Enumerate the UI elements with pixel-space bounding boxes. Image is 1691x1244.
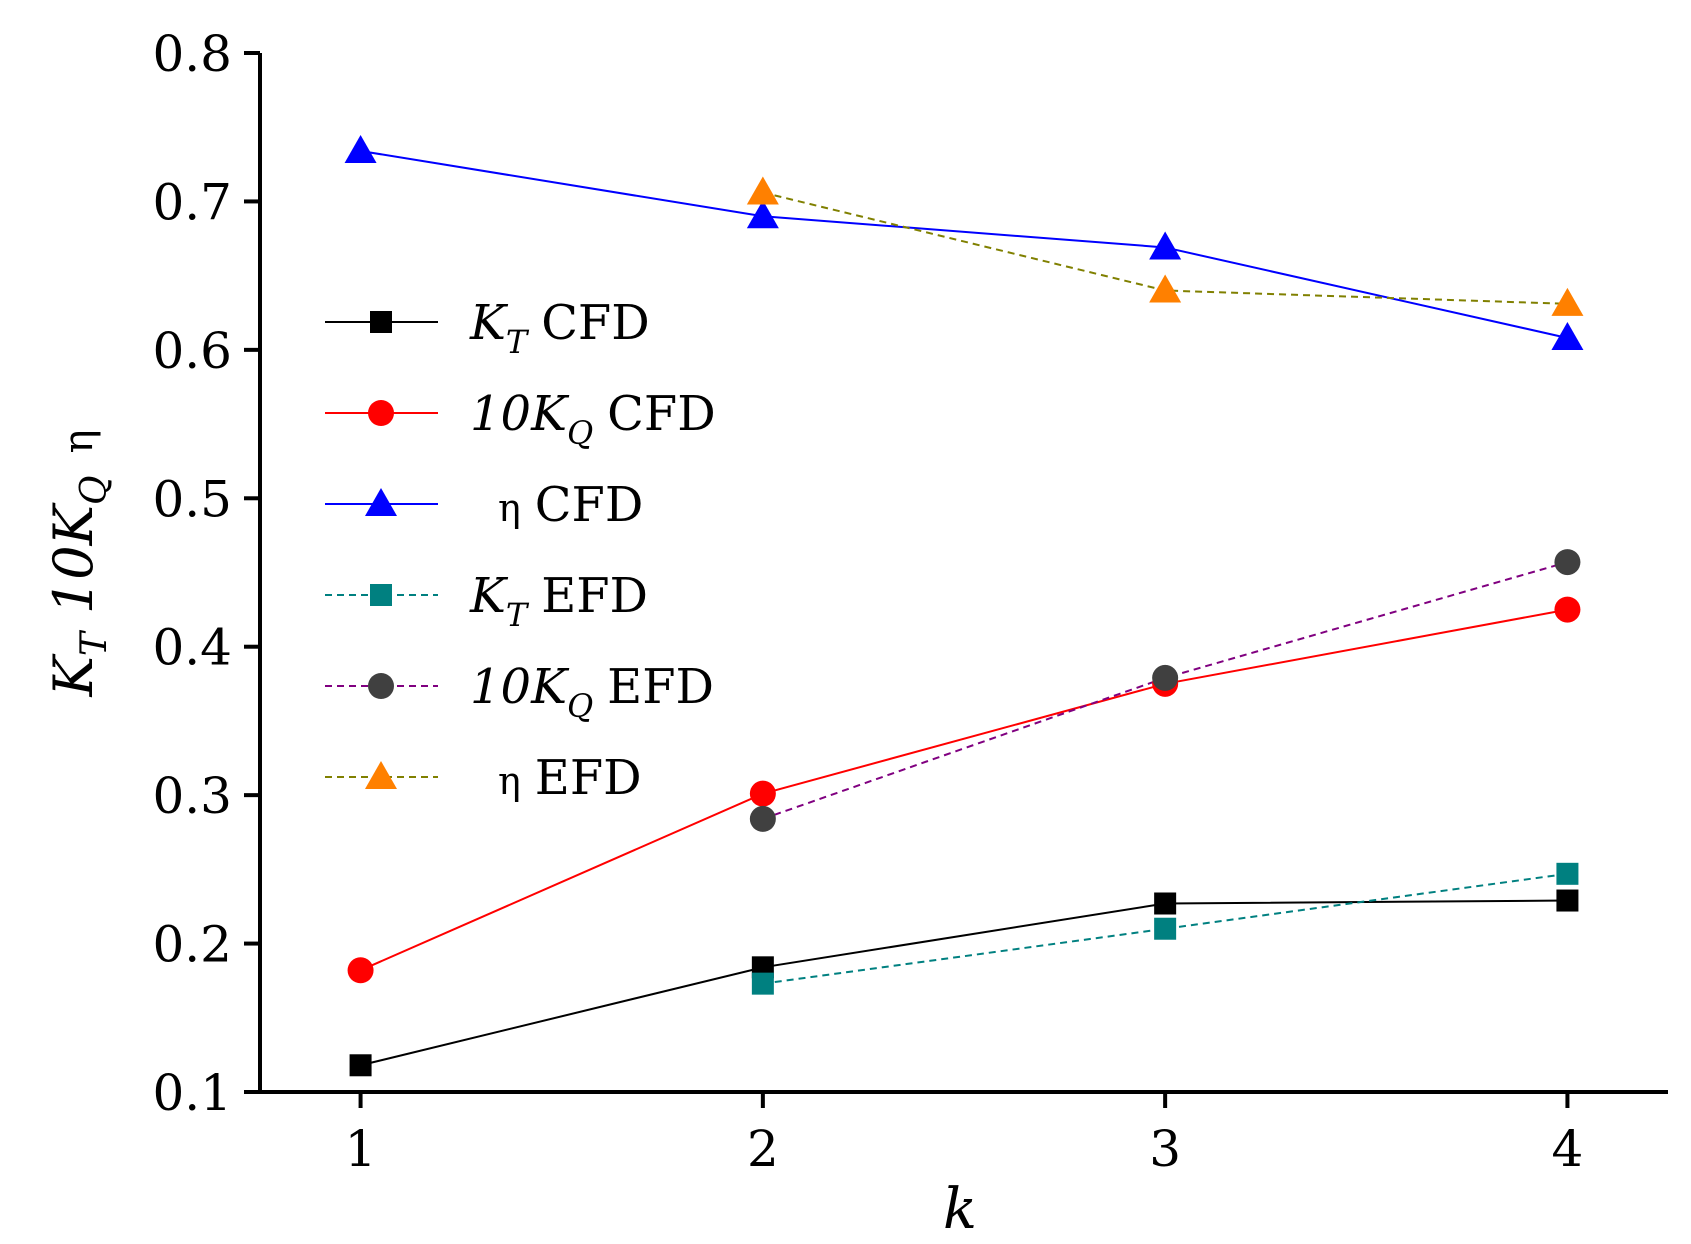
series-line-k-t-efd [762, 872, 1568, 985]
data-point-10k-q-efd [1152, 664, 1179, 691]
legend-label: η CFD [498, 477, 643, 533]
data-point-10k-q-cfd [1554, 596, 1581, 623]
data-point-k-t-cfd [349, 1054, 372, 1077]
legend-label-rest: EFD [607, 659, 714, 715]
series-group [344, 134, 1584, 1077]
y-label-10kq-sub: Q [74, 476, 115, 506]
legend-label: 10KQ CFD [470, 386, 716, 452]
data-point-cfd [1551, 321, 1584, 350]
y-label-kt: K [42, 653, 105, 697]
data-point-10k-q-efd [1554, 549, 1581, 576]
data-point-efd [1551, 287, 1584, 316]
y-tick-label: 0.4 [152, 619, 232, 677]
legend-label-main: η [498, 759, 521, 803]
legend-label-rest: CFD [541, 295, 650, 351]
legend-label-main: 10K [470, 659, 570, 715]
y-axis-label: KT 10KQη [42, 430, 115, 698]
x-tick-label: 3 [1149, 1120, 1181, 1178]
legend-label-rest: EFD [535, 750, 642, 806]
legend-label: KT EFD [469, 568, 648, 634]
x-axis-label: k [943, 1177, 977, 1242]
x-tick-label: 1 [345, 1120, 377, 1178]
legend-label-sub: Q [567, 414, 593, 452]
legend-label-rest: CFD [607, 386, 716, 442]
y-label-kt-sub: T [74, 629, 115, 656]
legend-marker [370, 311, 392, 333]
legend-label-rest: CFD [535, 477, 644, 533]
legend-label-main: K [469, 295, 509, 351]
y-tick-label: 0.5 [152, 470, 232, 528]
data-point-cfd [1149, 231, 1182, 260]
data-point-k-t-efd [1556, 862, 1579, 885]
data-point-k-t-cfd [1556, 889, 1579, 912]
legend-label-sub: Q [567, 687, 593, 725]
legend-marker [368, 673, 394, 699]
axes: 0.1 0.2 0.3 0.4 0.5 0.6 0.7 0.8 1 2 3 4 [152, 25, 1668, 1178]
legend-label-main: η [498, 486, 521, 530]
data-point-k-t-efd [751, 972, 774, 995]
data-point-cfd [746, 200, 779, 229]
series-line-cfd [360, 149, 1568, 339]
legend-label: 10KQ EFD [470, 659, 714, 725]
y-tick-label: 0.3 [152, 767, 232, 825]
legend-label-main: K [469, 568, 509, 624]
data-point-10k-q-cfd [749, 780, 776, 807]
legend-marker [365, 761, 397, 789]
data-point-10k-q-efd [749, 805, 776, 832]
y-tick-label: 0.6 [152, 322, 232, 380]
legend-label-main: 10K [470, 386, 570, 442]
data-point-10k-q-cfd [347, 957, 374, 984]
y-tick-label: 0.1 [152, 1064, 232, 1122]
legend-marker [368, 400, 394, 426]
data-point-k-t-efd [1154, 917, 1177, 940]
x-tick-label: 4 [1552, 1120, 1584, 1178]
x-tick-label: 2 [747, 1120, 779, 1178]
data-point-efd [746, 176, 779, 205]
y-label-10kq: 10K [42, 502, 105, 614]
legend-label-sub: T [506, 323, 530, 361]
legend-label: η EFD [498, 750, 642, 806]
data-point-efd [1149, 274, 1182, 303]
legend-label: KT CFD [469, 295, 650, 361]
series-line-k-t-cfd [360, 899, 1568, 1067]
legend-label-rest: EFD [541, 568, 648, 624]
data-point-k-t-cfd [1154, 892, 1177, 915]
data-point-cfd [344, 134, 377, 163]
y-tick-label: 0.7 [152, 173, 232, 231]
axis-labels: k KT10KQη [42, 430, 977, 1242]
series-line-10k-q-cfd [360, 608, 1568, 972]
y-tick-label: 0.2 [152, 916, 232, 974]
legend-marker [365, 488, 397, 516]
legend-label-sub: T [506, 596, 530, 634]
legend-marker [370, 584, 392, 606]
y-label-eta: η [56, 430, 102, 454]
y-tick-label: 0.8 [152, 25, 232, 83]
